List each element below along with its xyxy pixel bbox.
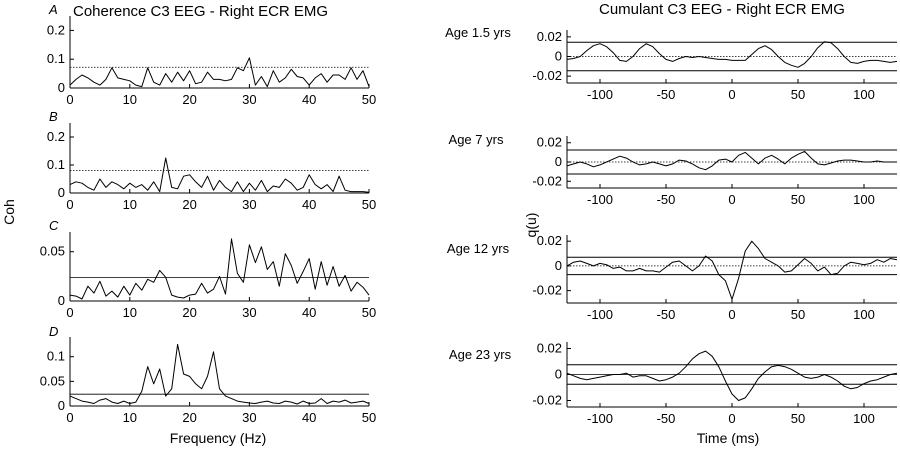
- panel-6-y-tick-label: 0: [555, 154, 562, 169]
- panel-7-y-tick-label: 0: [555, 258, 562, 273]
- panel-4-x-tick-label: 20: [182, 410, 196, 425]
- panel-2-y-tick-label: 0: [58, 185, 65, 200]
- age-label-2: Age 7 yrs: [449, 132, 504, 147]
- panel-4-x-tick-label: 0: [66, 410, 73, 425]
- panel-2-x-tick-label: 0: [66, 197, 73, 212]
- panel-7-x-tick-label: -100: [587, 307, 613, 322]
- panel-7-y-tick-label: 0.02: [537, 233, 562, 248]
- panel-3-x-tick-label: 30: [242, 305, 256, 320]
- panel-3-x-tick-label: 50: [362, 305, 376, 320]
- panel-3-y-tick-label: 0.05: [40, 244, 65, 259]
- panel-1-x-tick-label: 10: [123, 92, 137, 107]
- panel-5-series-line: [566, 41, 898, 68]
- panel-6-x-tick-label: -100: [587, 192, 613, 207]
- panel-8-y-tick-label: 0.02: [537, 341, 562, 356]
- panel-8-x-tick-label: 100: [853, 411, 875, 426]
- panel-7-x-tick-label: 0: [728, 307, 735, 322]
- right-x-axis-label: Time (ms): [697, 430, 759, 446]
- panel-3-x-tick-label: 10: [123, 305, 137, 320]
- panel-6-x-tick-label: 50: [791, 192, 805, 207]
- panel-1-series-line: [69, 57, 370, 88]
- panel-4-y-tick-label: 0.1: [47, 349, 65, 364]
- panel-8-x-tick-label: -50: [657, 411, 676, 426]
- panel-3-series-line: [69, 238, 370, 300]
- panel-2-x-tick-label: 30: [242, 197, 256, 212]
- panel-6-x-tick-label: 0: [728, 192, 735, 207]
- panel-letter-d: D: [49, 324, 58, 339]
- age-label-1: Age 1.5 yrs: [445, 25, 511, 40]
- panel-8-y-tick-label: 0: [555, 367, 562, 382]
- panel-8-y-tick-label: -0.02: [532, 393, 562, 408]
- panel-4-y-tick-label: 0: [58, 398, 65, 413]
- panel-2-x-tick-label: 40: [302, 197, 316, 212]
- panel-5-y-tick-label: 0.02: [537, 29, 562, 44]
- age-label-4: Age 23 yrs: [449, 347, 512, 362]
- panel-5-y-tick-label: 0: [555, 49, 562, 64]
- right-y-axis-label: q(u): [523, 213, 539, 238]
- panel-4-y-tick-label: 0.05: [40, 373, 65, 388]
- panel-4-x-tick-label: 30: [242, 410, 256, 425]
- panel-5-x-tick-label: 0: [728, 87, 735, 102]
- panel-2-y-tick-label: 0.2: [47, 129, 65, 144]
- panel-3-x-tick-label: 20: [182, 305, 196, 320]
- panel-letter-c: C: [49, 218, 59, 233]
- panel-3-x-tick-label: 40: [302, 305, 316, 320]
- panel-5-x-tick-label: 50: [791, 87, 805, 102]
- panel-1-x-tick-label: 0: [66, 92, 73, 107]
- panel-7-x-tick-label: 100: [853, 307, 875, 322]
- panel-6-x-tick-label: 100: [853, 192, 875, 207]
- panel-4-x-tick-label: 10: [123, 410, 137, 425]
- panel-2-x-tick-label: 10: [123, 197, 137, 212]
- plot-area: 0 10 20 30 40 50 0 0.1 0.2 0 10 20 30 40 50 0 0.1 0.2 0 10 2…: [40, 16, 898, 426]
- panel-6-x-tick-label: -50: [657, 192, 676, 207]
- right-figure-title: Cumulant C3 EEG - Right ECR EMG: [599, 1, 845, 18]
- panel-letter-b: B: [49, 109, 58, 124]
- left-x-axis-label: Frequency (Hz): [170, 430, 266, 446]
- panel-1-x-tick-label: 20: [182, 92, 196, 107]
- panel-1-y-tick-label: 0.1: [47, 51, 65, 66]
- panel-7-x-tick-label: 50: [791, 307, 805, 322]
- left-y-axis-label: Coh: [1, 199, 17, 225]
- panel-2-y-tick-label: 0.1: [47, 157, 65, 172]
- panel-2-x-tick-label: 20: [182, 197, 196, 212]
- panel-3-x-tick-label: 0: [66, 305, 73, 320]
- panel-7-series-line: [566, 240, 898, 300]
- panel-5-y-tick-label: -0.02: [532, 68, 562, 83]
- left-figure-title: Coherence C3 EEG - Right ECR EMG: [73, 3, 328, 20]
- panel-2-x-tick-label: 50: [362, 197, 376, 212]
- panel-8-x-tick-label: 0: [728, 411, 735, 426]
- panel-4-series-line: [69, 343, 370, 405]
- panel-1-y-tick-label: 0: [58, 80, 65, 95]
- panel-4-x-tick-label: 40: [302, 410, 316, 425]
- panel-1-y-tick-label: 0.2: [47, 22, 65, 37]
- panel-8-x-tick-label: -100: [587, 411, 613, 426]
- panel-letter-a: A: [48, 2, 58, 17]
- panel-8-series-line: [566, 350, 898, 401]
- panel-1-x-tick-label: 50: [362, 92, 376, 107]
- panel-6-series-line: [566, 150, 897, 171]
- panel-1-x-tick-label: 30: [242, 92, 256, 107]
- panel-8-x-tick-label: 50: [791, 411, 805, 426]
- panel-2-series-line: [69, 157, 370, 193]
- panel-7-x-tick-label: -50: [657, 307, 676, 322]
- panel-5-x-tick-label: -100: [587, 87, 613, 102]
- panel-6-y-tick-label: 0.02: [537, 135, 562, 150]
- age-label-3: Age 12 yrs: [447, 241, 510, 256]
- panel-7-y-tick-label: -0.02: [532, 283, 562, 298]
- panel-3-y-tick-label: 0: [58, 293, 65, 308]
- panel-6-y-tick-label: -0.02: [532, 173, 562, 188]
- panel-5-x-tick-label: 100: [853, 87, 875, 102]
- panel-1-x-tick-label: 40: [302, 92, 316, 107]
- panel-4-x-tick-label: 50: [362, 410, 376, 425]
- panel-5-x-tick-label: -50: [657, 87, 676, 102]
